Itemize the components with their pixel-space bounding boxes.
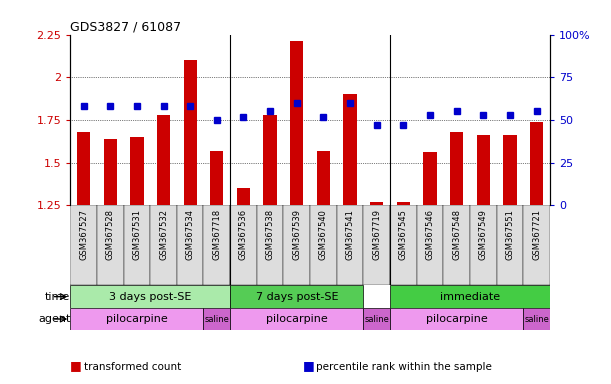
Text: GSM367541: GSM367541	[346, 209, 354, 260]
FancyBboxPatch shape	[310, 205, 337, 285]
FancyBboxPatch shape	[70, 285, 230, 308]
Bar	[237, 188, 250, 205]
Text: pilocarpine: pilocarpine	[426, 314, 488, 324]
FancyBboxPatch shape	[97, 205, 123, 285]
FancyBboxPatch shape	[150, 205, 177, 285]
Bar	[397, 202, 410, 205]
FancyBboxPatch shape	[257, 205, 284, 285]
Text: time: time	[45, 291, 70, 301]
Text: saline: saline	[524, 314, 549, 324]
Text: GDS3827 / 61087: GDS3827 / 61087	[70, 20, 181, 33]
Text: pilocarpine: pilocarpine	[266, 314, 327, 324]
FancyBboxPatch shape	[523, 308, 550, 330]
FancyBboxPatch shape	[497, 205, 523, 285]
FancyBboxPatch shape	[470, 205, 497, 285]
Text: transformed count: transformed count	[84, 362, 181, 372]
Bar	[77, 132, 90, 205]
Text: GSM367548: GSM367548	[452, 209, 461, 260]
Text: GSM367534: GSM367534	[186, 209, 195, 260]
Text: GSM367719: GSM367719	[372, 209, 381, 260]
Text: 3 days post-SE: 3 days post-SE	[109, 291, 191, 301]
FancyBboxPatch shape	[364, 308, 390, 330]
Text: GSM367546: GSM367546	[425, 209, 434, 260]
Bar	[130, 137, 144, 205]
FancyBboxPatch shape	[230, 205, 257, 285]
Text: saline: saline	[364, 314, 389, 324]
Bar	[183, 60, 197, 205]
FancyBboxPatch shape	[364, 205, 390, 285]
Text: 7 days post-SE: 7 days post-SE	[255, 291, 338, 301]
FancyBboxPatch shape	[70, 308, 203, 330]
Bar	[343, 94, 357, 205]
FancyBboxPatch shape	[390, 205, 417, 285]
Text: GSM367549: GSM367549	[479, 209, 488, 260]
Text: GSM367539: GSM367539	[292, 209, 301, 260]
Bar	[450, 132, 463, 205]
Text: GSM367718: GSM367718	[212, 209, 221, 260]
Text: GSM367721: GSM367721	[532, 209, 541, 260]
FancyBboxPatch shape	[203, 308, 230, 330]
FancyBboxPatch shape	[444, 205, 470, 285]
FancyBboxPatch shape	[390, 308, 523, 330]
Bar	[210, 151, 224, 205]
Text: GSM367532: GSM367532	[159, 209, 168, 260]
FancyBboxPatch shape	[123, 205, 150, 285]
Bar	[157, 115, 170, 205]
FancyBboxPatch shape	[337, 205, 364, 285]
Text: GSM367536: GSM367536	[239, 209, 248, 260]
Text: saline: saline	[205, 314, 229, 324]
Text: GSM367540: GSM367540	[319, 209, 328, 260]
Text: agent: agent	[38, 314, 70, 324]
Text: ■: ■	[302, 359, 314, 372]
Bar	[104, 139, 117, 205]
Text: ■: ■	[70, 359, 82, 372]
FancyBboxPatch shape	[70, 205, 97, 285]
Text: GSM367538: GSM367538	[266, 209, 274, 260]
Text: immediate: immediate	[440, 291, 500, 301]
Text: GSM367527: GSM367527	[79, 209, 88, 260]
Text: percentile rank within the sample: percentile rank within the sample	[316, 362, 492, 372]
FancyBboxPatch shape	[203, 205, 230, 285]
Bar	[423, 152, 437, 205]
Text: GSM367531: GSM367531	[133, 209, 141, 260]
FancyBboxPatch shape	[417, 205, 444, 285]
Bar	[503, 135, 516, 205]
Text: GSM367528: GSM367528	[106, 209, 115, 260]
FancyBboxPatch shape	[230, 308, 364, 330]
FancyBboxPatch shape	[390, 285, 550, 308]
Text: GSM367545: GSM367545	[399, 209, 408, 260]
Text: GSM367551: GSM367551	[505, 209, 514, 260]
FancyBboxPatch shape	[230, 285, 364, 308]
Bar	[370, 202, 383, 205]
Bar	[290, 41, 304, 205]
FancyBboxPatch shape	[284, 205, 310, 285]
FancyBboxPatch shape	[523, 205, 550, 285]
Text: pilocarpine: pilocarpine	[106, 314, 168, 324]
FancyBboxPatch shape	[177, 205, 203, 285]
Bar	[477, 135, 490, 205]
Bar	[263, 115, 277, 205]
Bar	[530, 122, 543, 205]
Bar	[316, 151, 330, 205]
